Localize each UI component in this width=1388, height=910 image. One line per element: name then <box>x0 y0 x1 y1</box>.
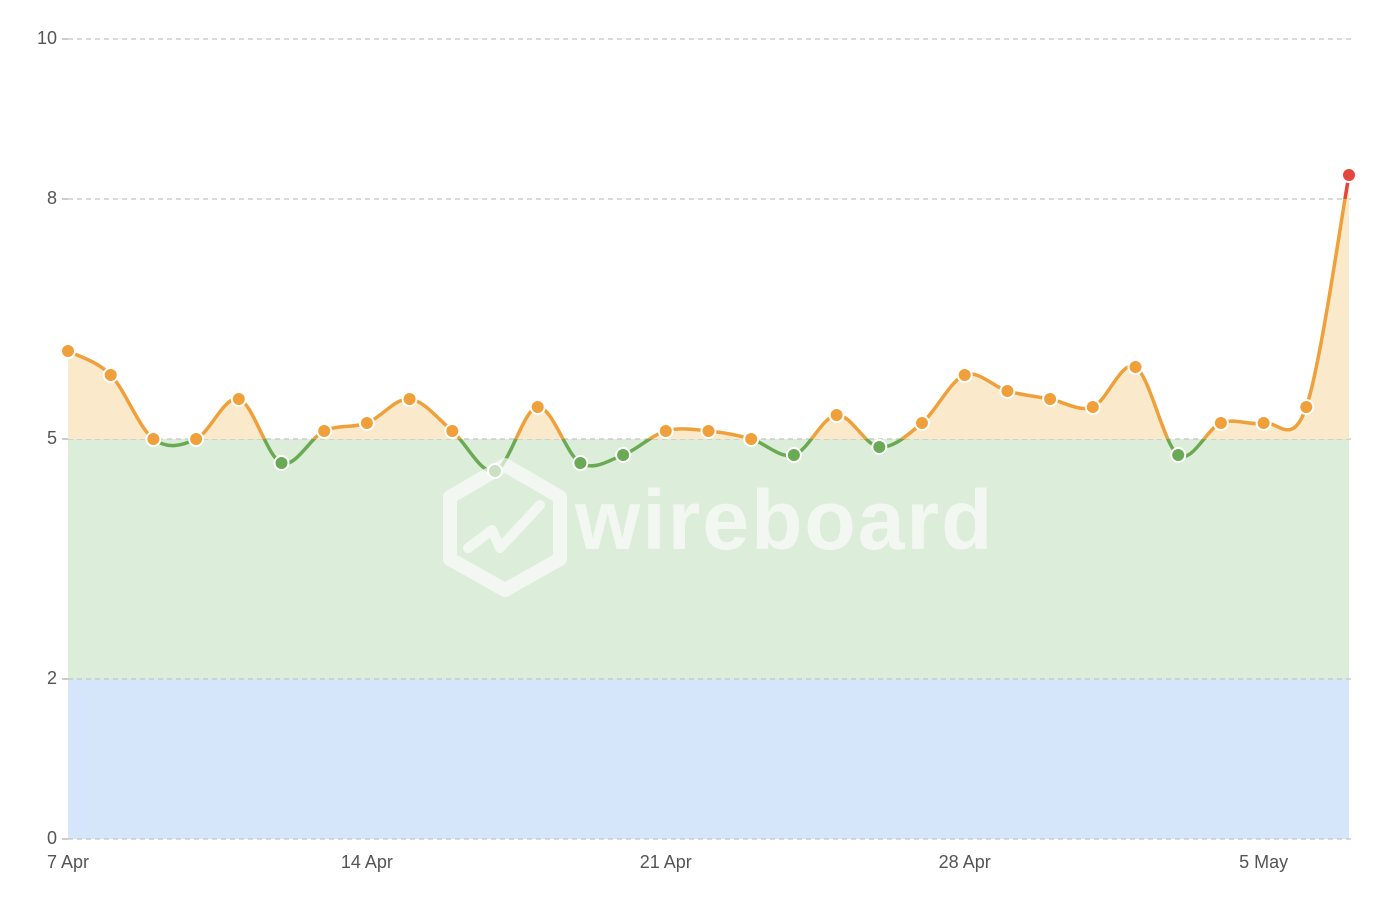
point <box>358 415 375 431</box>
band <box>68 679 1349 839</box>
point <box>956 367 973 383</box>
point <box>529 399 546 415</box>
x-tick-label: 5 May <box>1239 852 1288 872</box>
x-tick-label: 21 Apr <box>640 852 692 872</box>
point <box>572 455 589 471</box>
band <box>68 439 1349 679</box>
y-tick-label: 10 <box>37 28 57 48</box>
y-tick-label: 8 <box>47 188 57 208</box>
watermark-check <box>463 500 545 553</box>
point <box>60 343 76 359</box>
point <box>188 431 205 447</box>
watermark-text: wireboard <box>574 473 994 567</box>
point <box>1212 415 1229 431</box>
x-tick-label: 28 Apr <box>939 852 991 872</box>
bands <box>68 439 1349 839</box>
point <box>999 383 1016 399</box>
point <box>145 431 162 447</box>
x-tick-label: 7 Apr <box>47 852 89 872</box>
line <box>67 199 1347 439</box>
point <box>1127 359 1144 375</box>
point <box>401 391 418 407</box>
point <box>828 407 845 423</box>
point <box>785 447 802 463</box>
point <box>1042 391 1059 407</box>
point <box>700 423 717 439</box>
dots <box>60 167 1357 479</box>
y-tick-label: 2 <box>47 668 57 688</box>
point <box>273 455 290 471</box>
point <box>444 423 461 439</box>
point <box>102 367 119 383</box>
point <box>914 415 930 431</box>
watermark-logo <box>443 458 567 597</box>
point <box>871 439 888 455</box>
watermark <box>443 458 567 597</box>
point <box>615 447 632 463</box>
point <box>1255 415 1272 431</box>
point <box>1341 167 1357 183</box>
y-tick-label: 5 <box>47 428 57 448</box>
x-tick-label: 14 Apr <box>341 852 393 872</box>
point <box>657 423 674 439</box>
point <box>743 431 760 447</box>
point <box>230 391 247 407</box>
point <box>1298 399 1315 415</box>
y-tick-label: 0 <box>47 828 57 848</box>
point <box>1084 399 1101 415</box>
point <box>1170 447 1187 463</box>
point <box>316 423 333 439</box>
